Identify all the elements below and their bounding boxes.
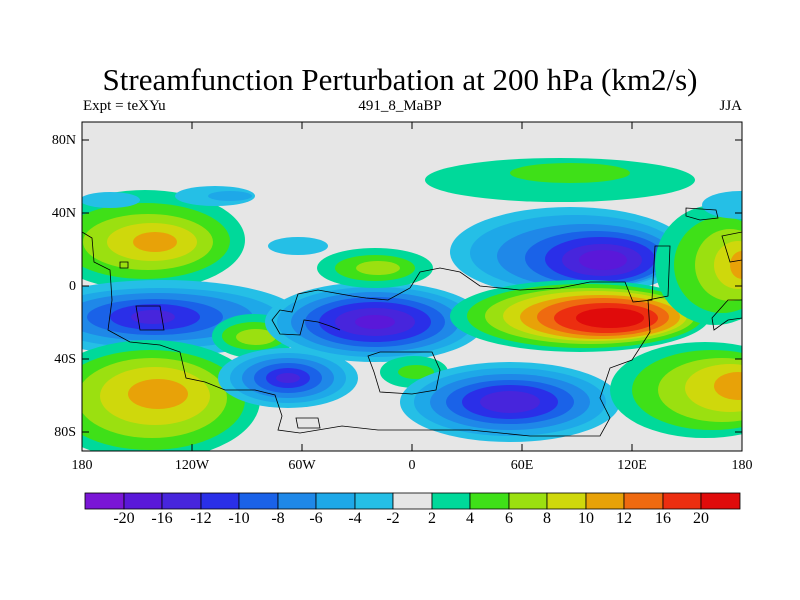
colorbar-label: 16 bbox=[655, 510, 671, 527]
contour-high-south-west bbox=[82, 340, 260, 451]
colorbar-label: 20 bbox=[693, 510, 709, 527]
contour-band bbox=[714, 241, 742, 289]
colorbar-box bbox=[200, 492, 240, 510]
coastlines bbox=[82, 207, 742, 437]
contour-band bbox=[730, 251, 742, 279]
contour-band bbox=[714, 372, 742, 400]
contour-band bbox=[236, 329, 276, 345]
colorbar-box bbox=[123, 492, 163, 510]
colorbar-box bbox=[392, 492, 433, 510]
contour-band bbox=[510, 163, 630, 183]
colorbar-box bbox=[700, 492, 741, 510]
coastline bbox=[82, 231, 671, 437]
experiment-label: Expt = teXYu bbox=[83, 98, 166, 114]
contour-band bbox=[480, 391, 540, 413]
coastline bbox=[119, 261, 129, 269]
lat-label: 80N bbox=[51, 133, 76, 148]
contour-low-south-america bbox=[218, 348, 358, 408]
colorbar-label: 6 bbox=[505, 510, 513, 527]
lon-label: 180 bbox=[71, 458, 93, 473]
colorbar-box bbox=[354, 492, 394, 510]
colorbar-box bbox=[431, 492, 471, 510]
coastline bbox=[367, 351, 441, 395]
coastline bbox=[721, 231, 742, 263]
contour-band bbox=[82, 192, 140, 208]
colorbar-box bbox=[585, 492, 625, 510]
colorbar-label: -16 bbox=[151, 510, 173, 527]
contour-fields bbox=[82, 158, 742, 451]
contour-band bbox=[131, 310, 175, 324]
colorbar-label: 4 bbox=[466, 510, 474, 527]
lon-label: 180 bbox=[731, 458, 753, 473]
colorbar-box bbox=[161, 492, 202, 510]
contour-band bbox=[133, 232, 177, 252]
contour-band bbox=[579, 250, 627, 270]
lon-label: 120W bbox=[174, 458, 210, 473]
colorbar-label: -10 bbox=[228, 510, 250, 527]
colorbar-box bbox=[623, 492, 664, 510]
lat-label: 40S bbox=[54, 352, 76, 367]
contour-high-north-east bbox=[655, 205, 742, 325]
contour-high-indian-ocean bbox=[450, 280, 710, 352]
colorbar-box bbox=[469, 492, 510, 510]
contour-high-north-pacific bbox=[82, 190, 245, 290]
contour-band bbox=[576, 308, 644, 328]
lon-label: 120E bbox=[617, 458, 647, 473]
coastline bbox=[685, 207, 719, 221]
lon-ticks bbox=[81, 122, 743, 451]
contour-band bbox=[208, 191, 252, 201]
colorbar-box bbox=[84, 492, 125, 510]
colorbar-label: 8 bbox=[543, 510, 551, 527]
colorbar-box bbox=[315, 492, 356, 510]
colorbar-label: -12 bbox=[190, 510, 212, 527]
coastline bbox=[135, 305, 165, 331]
contour-high-north-atlantic bbox=[317, 248, 433, 288]
colorbar-label: 12 bbox=[616, 510, 632, 527]
contour-band bbox=[268, 237, 328, 255]
colorbar-label: 2 bbox=[428, 510, 436, 527]
contour-band bbox=[355, 315, 395, 329]
contour-low-southern-ocean bbox=[400, 362, 620, 442]
map-title: Streamfunction Perturbation at 200 hPa (… bbox=[102, 62, 698, 97]
colorbar-label: -20 bbox=[113, 510, 135, 527]
lon-label: 0 bbox=[408, 458, 416, 473]
contour-band bbox=[128, 379, 188, 409]
contour-low-south-atlantic bbox=[265, 282, 485, 362]
colorbar-box bbox=[546, 492, 587, 510]
colorbar-box bbox=[238, 492, 279, 510]
colorbar-box bbox=[662, 492, 702, 510]
colorbar-box bbox=[277, 492, 317, 510]
lon-label: 60E bbox=[510, 458, 534, 473]
coastline bbox=[295, 417, 321, 429]
contour-band bbox=[398, 365, 434, 379]
lat-label: 80S bbox=[54, 425, 76, 440]
contour-high-south-east bbox=[610, 342, 742, 438]
coastline bbox=[711, 299, 742, 331]
season-label: JJA bbox=[719, 98, 742, 114]
colorbar-label: -2 bbox=[386, 510, 400, 527]
contour-band bbox=[356, 261, 400, 275]
lat-ticks bbox=[82, 139, 742, 433]
contour-band bbox=[276, 373, 300, 383]
case-label: 491_8_MaBP bbox=[358, 98, 442, 114]
colorbar bbox=[84, 492, 741, 510]
lon-label: 60W bbox=[288, 458, 316, 473]
lat-label: 40N bbox=[51, 206, 76, 221]
colorbar-label: -8 bbox=[271, 510, 285, 527]
colorbar-label: -6 bbox=[309, 510, 323, 527]
lat-label: 0 bbox=[69, 279, 76, 294]
colorbar-label: 10 bbox=[578, 510, 594, 527]
contour-low-asia bbox=[450, 207, 690, 297]
contour-band bbox=[702, 191, 742, 219]
colorbar-label: -4 bbox=[348, 510, 362, 527]
colorbar-box bbox=[508, 492, 548, 510]
